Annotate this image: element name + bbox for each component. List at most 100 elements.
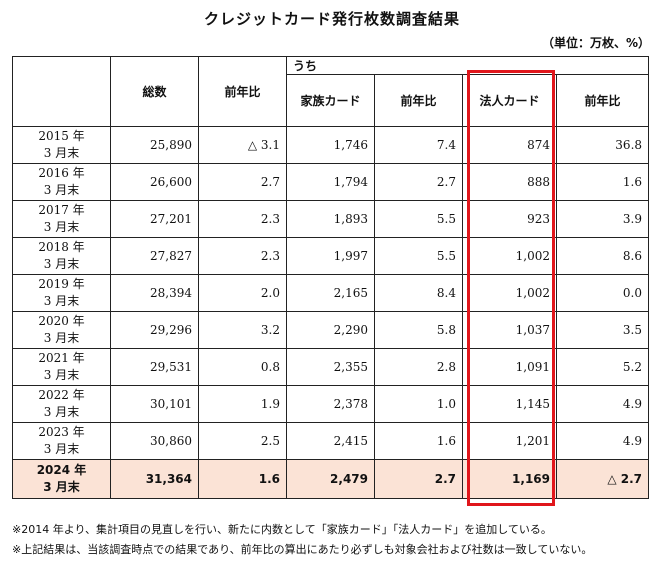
family-card-cell: 2,479 [286,459,375,499]
year-cell: 2023 年 3 月末 [12,422,111,460]
year-label: 2023 年 [38,425,85,439]
yoy-cell: 0.8 [198,348,287,386]
corporate-card-cell: 1,002 [462,274,557,312]
header-yoy: 前年比 [198,56,287,127]
family-yoy-cell: 7.4 [374,126,463,164]
table-row: 2024 年 3 月末 31,364 1.6 2,479 2.7 1,169 △ 2.7 [12,459,650,499]
year-label: 2018 年 [38,240,85,254]
family-yoy-cell: 1.0 [374,385,463,423]
corporate-card-cell: 874 [462,126,557,164]
family-yoy-cell: 5.8 [374,311,463,349]
total-cell: 27,827 [110,237,199,275]
header-family-yoy: 前年比 [374,74,463,127]
footnote: ※2014 年より、集計項目の見直しを行い、新たに内数として「家族カード」「法人… [12,523,552,536]
yoy-cell: 1.9 [198,385,287,423]
total-cell: 26,600 [110,163,199,201]
yoy-cell: 1.6 [198,459,287,499]
yoy-cell: 2.0 [198,274,287,312]
month-label: 3 月末 [43,442,80,456]
year-label: 2022 年 [38,388,85,402]
family-yoy-cell: 2.7 [374,459,463,499]
corporate-yoy-cell: 36.8 [555,126,650,164]
corporate-card-cell: 1,091 [462,348,557,386]
year-cell: 2016 年 3 月末 [12,163,111,201]
year-label: 2020 年 [38,314,85,328]
table-row: 2018 年 3 月末 27,827 2.3 1,997 5.5 1,002 8.6 [12,237,650,275]
family-yoy-cell: 5.5 [374,200,463,238]
table-row: 2017 年 3 月末 27,201 2.3 1,893 5.5 923 3.9 [12,200,650,238]
corporate-yoy-cell: 3.9 [555,200,650,238]
year-cell: 2024 年 3 月末 [12,459,111,499]
family-yoy-cell: 2.7 [374,163,463,201]
total-cell: 30,860 [110,422,199,460]
family-yoy-cell: 5.5 [374,237,463,275]
family-card-cell: 1,997 [286,237,375,275]
family-card-cell: 2,290 [286,311,375,349]
year-cell: 2017 年 3 月末 [12,200,111,238]
total-cell: 31,364 [110,459,199,499]
corporate-yoy-cell: △ 2.7 [555,459,650,499]
month-label: 3 月末 [43,405,80,419]
total-cell: 27,201 [110,200,199,238]
family-yoy-cell: 8.4 [374,274,463,312]
family-card-cell: 1,746 [286,126,375,164]
header-corporate-yoy: 前年比 [555,74,650,127]
footnotes: ※2014 年より、集計項目の見直しを行い、新たに内数として「家族カード」「法人… [12,520,592,560]
corporate-yoy-cell: 1.6 [555,163,650,201]
corporate-card-cell: 1,145 [462,385,557,423]
corporate-card-cell: 1,037 [462,311,557,349]
table-row: 2020 年 3 月末 29,296 3.2 2,290 5.8 1,037 3.5 [12,311,650,349]
corporate-yoy-cell: 8.6 [555,237,650,275]
year-cell: 2018 年 3 月末 [12,237,111,275]
total-cell: 29,531 [110,348,199,386]
footnote: ※上記結果は、当該調査時点での結果であり、前年比の算出にあたり必ずしも対象会社お… [12,543,593,556]
corporate-yoy-cell: 4.9 [555,422,650,460]
family-card-cell: 2,378 [286,385,375,423]
month-label: 3 月末 [43,220,80,234]
corporate-yoy-cell: 3.5 [555,311,650,349]
unit-label: （単位：万枚、%） [541,36,650,50]
year-label: 2016 年 [38,166,85,180]
month-label: 3 月末 [43,257,80,271]
header-uchi: うち [285,56,650,75]
year-cell: 2022 年 3 月末 [12,385,111,423]
yoy-cell: 2.3 [198,200,287,238]
year-cell: 2020 年 3 月末 [12,311,111,349]
month-label: 3 月末 [43,368,80,382]
month-label: 3 月末 [43,183,80,197]
year-cell: 2021 年 3 月末 [12,348,111,386]
family-card-cell: 2,165 [286,274,375,312]
family-card-cell: 2,355 [286,348,375,386]
month-label: 3 月末 [43,480,80,494]
year-cell: 2019 年 3 月末 [12,274,111,312]
corporate-yoy-cell: 5.2 [555,348,650,386]
month-label: 3 月末 [43,331,80,345]
year-label: 2021 年 [38,351,85,365]
yoy-cell: △ 3.1 [198,126,287,164]
month-label: 3 月末 [43,294,80,308]
month-label: 3 月末 [43,146,80,160]
year-cell: 2015 年 3 月末 [12,126,111,164]
table-row: 2022 年 3 月末 30,101 1.9 2,378 1.0 1,145 4.9 [12,385,650,423]
table-row: 2021 年 3 月末 29,531 0.8 2,355 2.8 1,091 5.2 [12,348,650,386]
total-cell: 25,890 [110,126,199,164]
yoy-cell: 2.7 [198,163,287,201]
year-label: 2024 年 [36,463,87,477]
family-card-cell: 1,893 [286,200,375,238]
header-total: 総数 [110,56,199,127]
corporate-card-cell: 1,201 [462,422,557,460]
corporate-card-cell: 1,169 [462,459,557,499]
year-label: 2017 年 [38,203,85,217]
yoy-cell: 2.3 [198,237,287,275]
total-cell: 28,394 [110,274,199,312]
year-label: 2015 年 [38,129,85,143]
yoy-cell: 2.5 [198,422,287,460]
total-cell: 30,101 [110,385,199,423]
year-label: 2019 年 [38,277,85,291]
header-corporate-card: 法人カード [462,74,557,127]
page-title: クレジットカード発行枚数調査結果 [203,10,460,28]
header-family-card: 家族カード [286,74,375,127]
family-yoy-cell: 2.8 [374,348,463,386]
family-card-cell: 1,794 [286,163,375,201]
